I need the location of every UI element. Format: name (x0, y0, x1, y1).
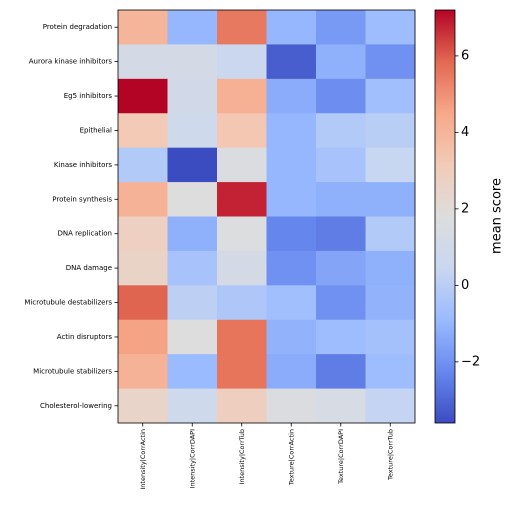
heatmap-cell (316, 182, 366, 217)
heatmap-cell (266, 113, 317, 149)
heatmap-cell (316, 78, 366, 114)
heatmap-cell (365, 354, 416, 389)
heatmap-cell (167, 285, 218, 321)
y-tick-label: Eg5 inhibitors (64, 92, 113, 100)
heatmap-cell (365, 319, 416, 355)
heatmap-cell (365, 285, 416, 321)
heatmap-cell (365, 113, 416, 149)
heatmap-cell (167, 113, 218, 149)
heatmap-cell (266, 147, 317, 183)
heatmap-cell (118, 319, 168, 355)
x-tick-label: Intensity|CorrActin (139, 429, 147, 490)
heatmap-cell (316, 388, 366, 424)
heatmap-cell (217, 285, 267, 321)
colorbar (434, 9, 456, 424)
y-tick-label: Actin disruptors (57, 333, 113, 341)
heatmap-cell (266, 250, 317, 286)
y-tick-label: Microtubule destabilizers (24, 299, 112, 307)
heatmap-cell (266, 182, 317, 217)
colorbar-tick-label: 0 (461, 278, 469, 293)
colorbar-label: mean score (490, 178, 505, 254)
y-tick-label: Aurora kinase inhibitors (29, 58, 113, 66)
heatmap-cell (167, 354, 218, 389)
heatmap-cell (118, 147, 168, 183)
heatmap-cell (365, 216, 416, 252)
heatmap-cell (118, 285, 168, 321)
heatmap-cell (316, 319, 366, 355)
heatmap-cell (118, 182, 168, 217)
colorbar-tick-label: 6 (461, 48, 469, 63)
heatmap-cell (266, 10, 317, 45)
heatmap-cell (316, 354, 366, 389)
heatmap-cell (316, 44, 366, 80)
heatmap-cell (217, 113, 267, 149)
heatmap-cell (217, 388, 267, 424)
y-tick-label: Cholesterol-lowering (40, 402, 112, 410)
heatmap-cell (316, 250, 366, 286)
y-tick-label: Kinase inhibitors (54, 161, 112, 169)
y-tick-label: Microtubule stabilizers (33, 367, 112, 375)
heatmap-cell (316, 285, 366, 321)
y-tick-label: DNA damage (66, 264, 112, 272)
heatmap-cell (365, 182, 416, 217)
y-tick-label: Protein degradation (43, 23, 112, 31)
colorbar-tick-label: −2 (461, 354, 480, 369)
heatmap-cell (118, 44, 168, 80)
heatmap-cell (167, 182, 218, 217)
heatmap-cell (118, 354, 168, 389)
heatmap-cell (217, 354, 267, 389)
heatmap-cell (217, 319, 267, 355)
heatmap-cell (167, 388, 218, 424)
heatmap-cell (365, 147, 416, 183)
x-tick-label: Texture|CorrActin (287, 429, 295, 486)
heatmap-cell (167, 78, 218, 114)
heatmap-cell (266, 78, 317, 114)
heatmap-cell (217, 216, 267, 252)
heatmap-cell (316, 113, 366, 149)
heatmap-cell (266, 216, 317, 252)
heatmap-cell (316, 147, 366, 183)
y-tick-label: Protein synthesis (52, 195, 112, 203)
heatmap-cell (217, 78, 267, 114)
x-tick-label: Intensity|CorrDAPI (188, 429, 196, 488)
plot-frame (117, 9, 416, 424)
heatmap-cell (266, 319, 317, 355)
heatmap-cell (118, 250, 168, 286)
heatmap-cell (167, 147, 218, 183)
heatmap-cell (167, 250, 218, 286)
heatmap-cell (266, 354, 317, 389)
heatmap-cell (365, 44, 416, 80)
heatmap-cell (217, 182, 267, 217)
heatmap-cell (316, 10, 366, 45)
heatmap-cell (316, 216, 366, 252)
heatmap-cell (167, 10, 218, 45)
heatmap-cell (118, 216, 168, 252)
heatmap-cell (266, 285, 317, 321)
heatmap-cell (167, 44, 218, 80)
x-tick-label: Texture|CorrDAPI (337, 429, 345, 485)
heatmap-cell (217, 147, 267, 183)
y-tick-label: DNA replication (57, 230, 112, 238)
heatmap-cell (217, 250, 267, 286)
heatmap-cell (365, 10, 416, 45)
heatmap-cell (167, 216, 218, 252)
heatmap-cell (266, 388, 317, 424)
heatmap-cell (365, 388, 416, 424)
y-tick-label: Epithelial (80, 126, 112, 134)
heatmap-cell (365, 78, 416, 114)
heatmap-cell (118, 113, 168, 149)
colorbar-tick-label: 4 (461, 125, 469, 140)
heatmap-cell (217, 10, 267, 45)
colorbar-tick-label: 2 (461, 201, 469, 216)
heatmap-cell (118, 10, 168, 45)
heatmap-cell (118, 78, 168, 114)
heatmap-cell (365, 250, 416, 286)
heatmap-cell (118, 388, 168, 424)
heatmap-cell (217, 44, 267, 80)
x-tick-label: Texture|CorrTub (386, 429, 394, 481)
heatmap-cell (266, 44, 317, 80)
x-tick-label: Intensity|CorrTub (238, 429, 246, 484)
heatmap-cell (167, 319, 218, 355)
